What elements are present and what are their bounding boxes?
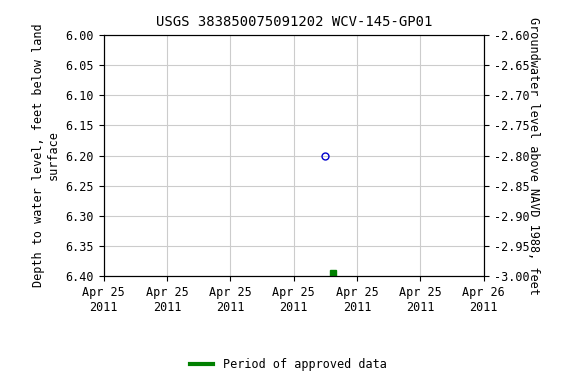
Y-axis label: Depth to water level, feet below land
surface: Depth to water level, feet below land su… xyxy=(32,24,60,287)
Legend: Period of approved data: Period of approved data xyxy=(185,354,391,376)
Y-axis label: Groundwater level above NAVD 1988, feet: Groundwater level above NAVD 1988, feet xyxy=(527,17,540,295)
Title: USGS 383850075091202 WCV-145-GP01: USGS 383850075091202 WCV-145-GP01 xyxy=(156,15,432,29)
